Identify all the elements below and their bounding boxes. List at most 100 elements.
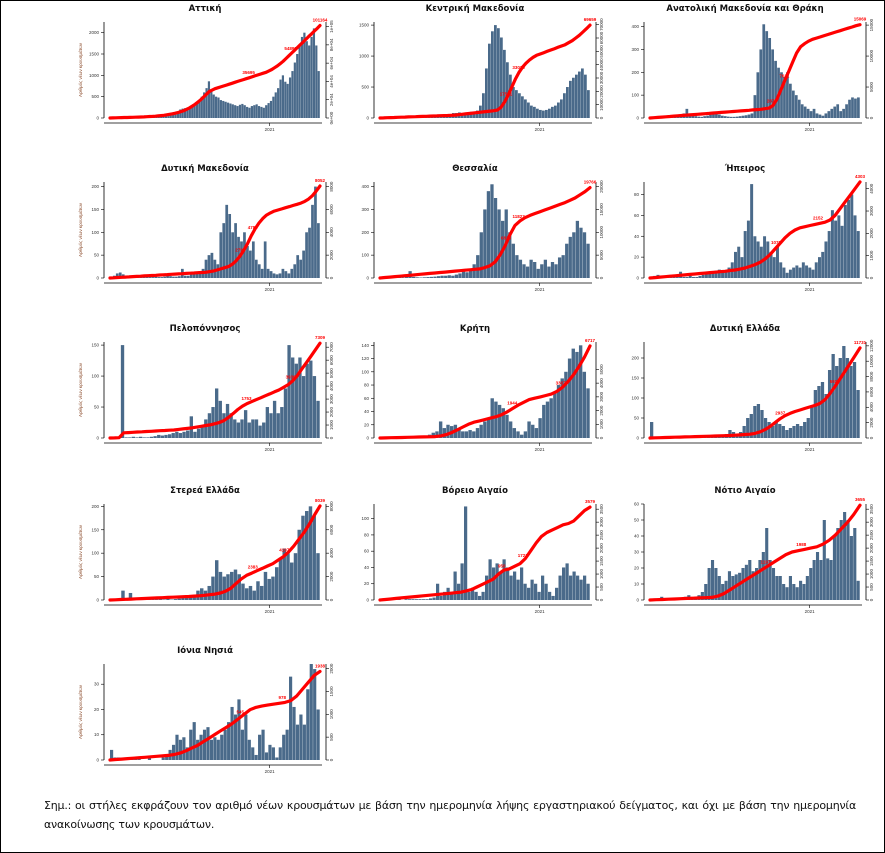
bar — [806, 418, 810, 438]
bar — [718, 114, 721, 118]
bar — [250, 106, 253, 118]
cumulative-line — [108, 341, 322, 440]
bar — [179, 109, 182, 118]
annotation-label: 2871 — [767, 98, 778, 103]
bar — [251, 747, 255, 760]
bar — [312, 376, 317, 438]
bar — [124, 437, 128, 438]
bar — [210, 90, 213, 118]
bar — [742, 426, 746, 438]
bar — [556, 385, 561, 438]
bar — [545, 109, 548, 118]
bar — [467, 112, 470, 118]
right-tick-label: 2500 — [599, 530, 604, 541]
left-tick-label: 0 — [636, 276, 639, 281]
chart-plot: 0 10 20 30 40 50 60 0 500 1000 1500 2000 2500 3000 350… — [634, 497, 874, 614]
bar — [316, 709, 320, 760]
bar — [515, 255, 519, 278]
left-tick-label: 140 — [361, 343, 369, 348]
bar — [468, 268, 473, 278]
bar — [251, 241, 255, 278]
bar — [708, 272, 712, 278]
bar — [195, 272, 199, 278]
bar — [281, 268, 285, 278]
right-tick-label: 10000 — [599, 226, 604, 239]
right-tick-label: 6e+04 — [329, 56, 334, 69]
left-tick-label: 1500 — [359, 23, 370, 28]
bar — [782, 584, 786, 600]
bar — [545, 401, 550, 438]
bar — [287, 345, 291, 438]
bar — [720, 115, 724, 118]
left-tick-label: 0 — [96, 116, 99, 121]
right-tick-label: 20000 — [599, 180, 604, 193]
bar — [251, 419, 255, 438]
bar — [465, 272, 469, 278]
bar — [472, 431, 476, 438]
left-tick-label: 0 — [96, 276, 99, 281]
bar — [845, 358, 850, 438]
bar — [723, 116, 727, 118]
cumulative-line — [378, 344, 592, 440]
bar — [685, 276, 689, 278]
bar — [281, 75, 285, 118]
bar — [744, 115, 748, 118]
bar — [464, 506, 468, 600]
bar — [176, 111, 180, 118]
bar — [785, 430, 789, 438]
bar — [717, 269, 721, 278]
bar — [778, 576, 782, 600]
bar — [282, 734, 286, 760]
bar — [494, 25, 497, 119]
bar — [707, 568, 711, 600]
bar — [833, 106, 837, 118]
annotation-label: 1070 — [771, 240, 782, 245]
bar — [835, 366, 839, 438]
bar — [795, 265, 799, 278]
chart-peloponnisos: Πελοπόννησος 0 50 100 150 0 1000 2000 3000 4000 50… — [70, 320, 340, 470]
bar — [302, 250, 305, 278]
bar — [444, 275, 448, 278]
chart-plot: 0 10 20 30 0 500 1000 1500 2000 2021 Αριθμός νέων … — [77, 663, 334, 774]
bar — [178, 433, 183, 438]
bar — [494, 401, 498, 438]
bar — [812, 560, 816, 600]
bar — [714, 568, 718, 600]
bar — [822, 520, 826, 600]
bar — [554, 105, 557, 118]
bar — [188, 106, 191, 118]
bar — [531, 424, 535, 438]
bar — [422, 599, 426, 600]
bar — [847, 199, 851, 278]
left-tick-label: 30 — [634, 550, 640, 555]
bar — [196, 739, 200, 760]
bar — [271, 747, 275, 760]
chart-title: Δυτική Μακεδονία — [161, 164, 249, 174]
bar — [542, 110, 545, 118]
bar — [534, 583, 538, 600]
left-tick-label: 20 — [634, 255, 640, 260]
bar — [265, 105, 268, 118]
bar — [182, 737, 186, 760]
bar — [549, 398, 553, 438]
right-tick-label: 0 — [329, 436, 334, 439]
left-tick-label: 200 — [361, 230, 369, 235]
bar — [569, 80, 572, 118]
bar — [836, 104, 840, 118]
bar — [268, 744, 272, 760]
left-tick-label: 20 — [94, 707, 100, 712]
chart-thessalia: Θεσσαλία 0 100 200 300 400 0 5000 10000 15000 2000… — [340, 160, 610, 310]
bar — [120, 345, 125, 438]
bar — [308, 45, 311, 118]
left-tick-label: 100 — [91, 551, 99, 556]
bar — [154, 276, 158, 278]
bar — [293, 264, 297, 278]
bar — [204, 259, 208, 278]
bar — [211, 576, 215, 600]
annotation-label: 3655 — [855, 497, 866, 502]
right-tick-label: 1000 — [599, 419, 604, 430]
cumulative-line — [378, 23, 592, 120]
bar — [554, 264, 558, 278]
annotation-label: 2796 — [235, 248, 246, 253]
bar — [315, 45, 318, 118]
